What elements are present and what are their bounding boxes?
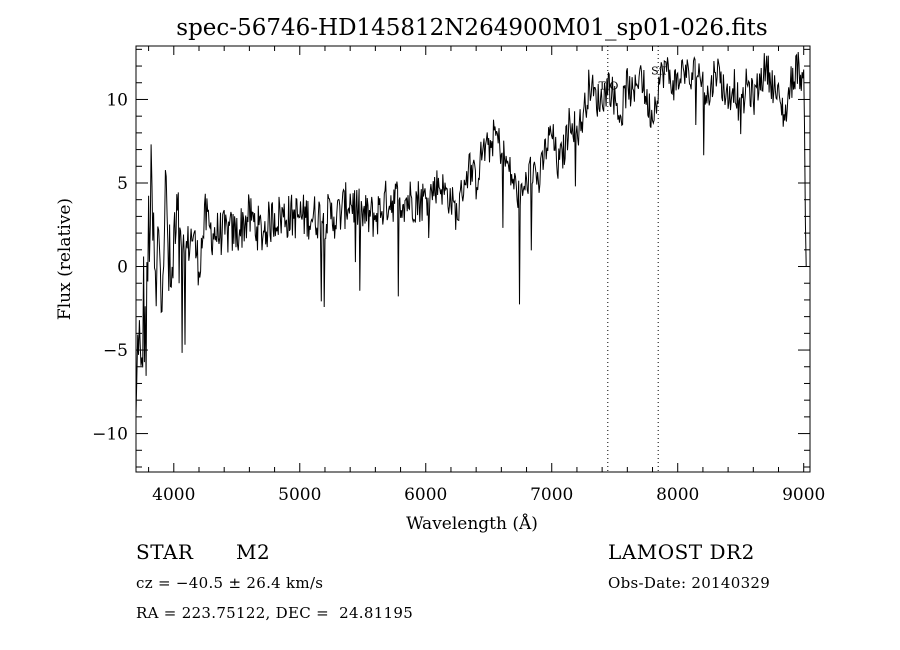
coordinates: RA = 223.75122, DEC = 24.81195	[136, 604, 414, 622]
spectrum-plot: spec-56746-HD145812N264900M01_sp01-026.f…	[55, 15, 825, 534]
object-class: STAR	[136, 540, 194, 564]
spectral-line-markers	[607, 46, 659, 472]
observation-date: Obs-Date: 20140329	[608, 574, 771, 592]
redshift-velocity: cz = −40.5 ± 26.4 km/s	[136, 574, 324, 592]
x-axis-label: Wavelength (Å)	[406, 513, 538, 534]
line-annotation: TiO	[598, 79, 618, 92]
y-axis-label: Flux (relative)	[55, 198, 75, 320]
line-annotations: TiO SiI	[598, 64, 666, 92]
object-subclass: M2	[236, 540, 271, 564]
y-tick-label: 5	[117, 174, 128, 194]
survey-name: LAMOST DR2	[608, 540, 755, 564]
y-tick-labels: −10 −5 0 5 10	[92, 90, 128, 444]
x-tick-label: 5000	[278, 485, 321, 505]
y-tick-label: 0	[117, 258, 128, 278]
x-tick-label: 4000	[152, 485, 195, 505]
plot-frame	[135, 45, 811, 473]
axis-ticks	[136, 46, 810, 472]
line-annotation: SiI	[651, 64, 666, 77]
x-tick-labels: 4000 5000 6000 7000 8000 9000	[152, 485, 825, 505]
x-tick-label: 7000	[530, 485, 573, 505]
spectrum-line	[135, 51, 807, 416]
y-tick-label: −5	[103, 341, 128, 361]
y-tick-label: 10	[106, 90, 128, 110]
x-tick-label: 6000	[404, 485, 447, 505]
y-tick-label: −10	[92, 425, 128, 445]
x-tick-label: 8000	[656, 485, 699, 505]
x-tick-label: 9000	[782, 485, 825, 505]
chart-title: spec-56746-HD145812N264900M01_sp01-026.f…	[176, 15, 767, 41]
